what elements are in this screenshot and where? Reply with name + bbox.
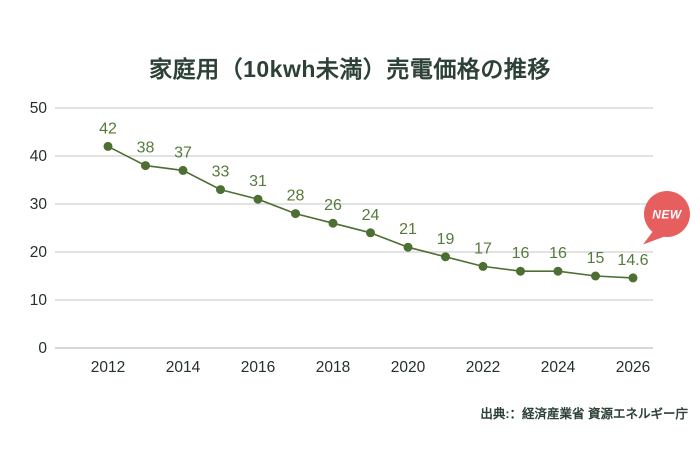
data-point-label: 16 — [512, 245, 530, 262]
data-point-label: 17 — [474, 240, 492, 257]
data-point-marker — [441, 252, 450, 262]
x-axis-tick-label: 2026 — [616, 359, 650, 376]
x-axis-labels: 2012 2014 2016 2018 2020 2022 2024 2026 — [91, 359, 650, 376]
chart-title: 家庭用（10kwh未満）売電価格の推移 — [149, 56, 551, 82]
new-badge-label: NEW — [652, 208, 683, 222]
data-point-label: 16 — [549, 245, 567, 262]
x-axis-tick-label: 2012 — [91, 359, 125, 376]
x-axis-tick-label: 2020 — [391, 359, 426, 376]
data-point-marker — [253, 194, 263, 204]
x-axis-tick-label: 2018 — [316, 359, 350, 376]
data-point-label: 28 — [287, 188, 305, 205]
data-point-marker — [216, 185, 225, 195]
data-point-marker — [478, 261, 488, 271]
speech-bubble-tail-icon — [643, 230, 665, 245]
data-point-marker — [516, 266, 525, 276]
data-point-marker — [553, 266, 563, 276]
data-point-label: 38 — [137, 140, 155, 157]
data-point-label: 33 — [212, 164, 230, 181]
data-point-labels: 42 38 37 33 31 28 26 24 21 19 17 16 16 15 14.6 — [99, 120, 649, 269]
x-axis-tick-label: 2014 — [166, 359, 201, 376]
y-axis-tick-label: 40 — [30, 148, 48, 165]
y-axis-tick-label: 50 — [30, 100, 48, 117]
data-point-marker — [591, 271, 600, 281]
y-axis-labels: 0 10 20 30 40 50 — [30, 100, 48, 357]
data-point-label: 24 — [362, 207, 380, 224]
data-point-marker — [628, 273, 638, 283]
gridlines — [55, 107, 653, 349]
y-axis-tick-label: 0 — [38, 340, 47, 357]
x-axis-tick-label: 2016 — [241, 359, 275, 376]
source-caption: 出典:：経済産業省 資源エネルギー庁 — [480, 407, 688, 421]
new-badge: NEW — [643, 191, 690, 245]
data-point-label: 31 — [249, 173, 267, 190]
data-point-label: 19 — [437, 231, 455, 248]
x-axis-tick-label: 2024 — [541, 359, 576, 376]
y-axis-tick-label: 10 — [30, 292, 48, 309]
data-point-marker — [328, 218, 338, 228]
data-point-label: 26 — [324, 197, 342, 214]
data-point-marker — [141, 161, 150, 171]
data-point-marker — [366, 228, 375, 238]
data-point-marker — [103, 141, 113, 151]
data-point-label: 15 — [587, 250, 605, 267]
data-point-label: 37 — [174, 144, 192, 161]
y-axis-tick-label: 20 — [30, 244, 48, 261]
x-axis-tick-label: 2022 — [466, 359, 500, 376]
speech-bubble-icon — [644, 191, 690, 237]
data-point-label: 21 — [399, 221, 417, 238]
data-point-label: 14.6 — [617, 252, 648, 269]
data-series — [103, 141, 638, 283]
data-point-marker — [291, 209, 300, 219]
data-point-label: 42 — [99, 120, 117, 137]
y-axis-tick-label: 30 — [30, 196, 48, 213]
data-point-marker — [403, 242, 413, 252]
data-point-marker — [178, 165, 188, 175]
